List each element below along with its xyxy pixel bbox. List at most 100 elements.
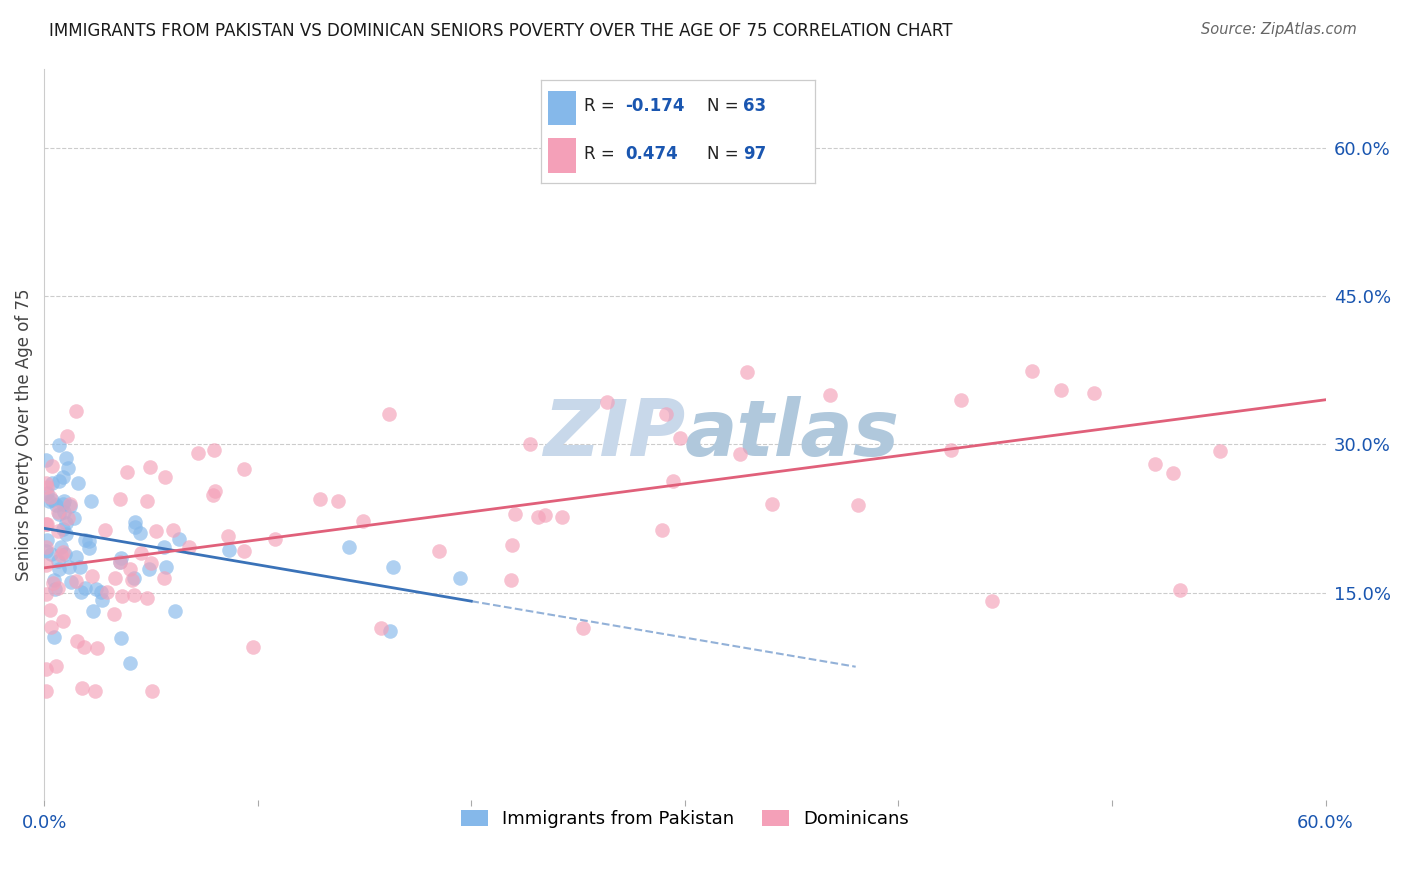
Point (69, 585, 91, 599)
Point (35, 486, 58, 500)
Point (65, 403, 87, 417)
Point (662, 474, 685, 488)
Point (501, 574, 523, 588)
Text: ZIP: ZIP (543, 396, 685, 473)
Point (233, 544, 256, 558)
Text: 97: 97 (742, 145, 766, 162)
Point (115, 465, 138, 479)
Point (62, 510, 84, 524)
Point (35, 516, 58, 531)
Point (232, 462, 254, 476)
Point (39, 491, 62, 505)
Point (596, 394, 619, 409)
Point (35, 480, 58, 494)
Point (138, 562, 160, 576)
Point (46, 505, 69, 519)
Point (45, 498, 67, 512)
Point (73, 640, 96, 654)
Point (45, 659, 67, 673)
Point (86, 640, 108, 655)
Point (108, 492, 131, 507)
Point (153, 540, 176, 554)
Point (96, 585, 118, 599)
Point (427, 543, 450, 558)
Point (118, 562, 141, 576)
Point (202, 443, 225, 458)
Point (651, 524, 673, 538)
Point (55, 450, 77, 465)
Point (728, 447, 751, 461)
Text: -0.174: -0.174 (624, 97, 685, 115)
Point (309, 492, 332, 507)
Point (370, 621, 392, 635)
Point (46, 582, 69, 596)
Point (52, 545, 75, 559)
Point (950, 393, 973, 408)
Point (65, 550, 87, 565)
Point (449, 570, 471, 584)
FancyBboxPatch shape (548, 91, 575, 126)
Point (46, 524, 69, 538)
Point (378, 407, 401, 421)
Point (94, 524, 117, 538)
Text: R =: R = (583, 97, 620, 115)
Point (84, 582, 107, 596)
Point (65, 574, 87, 588)
Point (37, 516, 59, 531)
Point (69, 560, 91, 574)
Point (122, 571, 145, 585)
Point (108, 555, 131, 569)
Point (110, 551, 132, 566)
Text: R =: R = (583, 145, 620, 162)
Point (122, 588, 145, 602)
Point (90, 585, 112, 599)
Point (141, 556, 163, 570)
Point (534, 508, 557, 522)
Point (35, 476, 58, 491)
Point (818, 388, 841, 402)
Point (70, 681, 93, 695)
Point (177, 541, 200, 555)
Point (263, 532, 285, 546)
Point (129, 526, 152, 541)
Point (52, 497, 75, 511)
Point (77, 541, 100, 555)
Point (1083, 386, 1105, 401)
Point (217, 529, 239, 543)
Point (1143, 458, 1166, 472)
Point (35, 684, 58, 698)
Point (187, 446, 209, 460)
Point (571, 621, 593, 635)
Text: 63: 63 (742, 97, 766, 115)
Point (80, 494, 103, 508)
Point (519, 437, 541, 451)
Point (48, 562, 70, 576)
Point (153, 571, 176, 585)
Point (35, 541, 58, 555)
Point (110, 631, 132, 645)
Point (939, 442, 962, 457)
Point (41, 547, 63, 561)
Text: Source: ZipAtlas.com: Source: ZipAtlas.com (1201, 22, 1357, 37)
Point (38, 602, 60, 616)
Point (121, 573, 143, 587)
Point (378, 624, 401, 638)
Point (1168, 582, 1191, 597)
Point (41, 576, 63, 591)
Point (655, 407, 678, 421)
Point (167, 532, 190, 546)
Point (201, 488, 224, 502)
Point (38, 494, 60, 508)
Point (77, 534, 100, 549)
Point (669, 431, 692, 445)
Point (41, 476, 63, 491)
Point (218, 543, 240, 558)
FancyBboxPatch shape (548, 137, 575, 173)
Point (761, 497, 783, 511)
Point (136, 494, 159, 508)
Point (58, 559, 80, 574)
Point (42, 573, 65, 587)
Point (66, 633, 89, 648)
Point (337, 540, 360, 554)
Text: N =: N = (707, 97, 744, 115)
